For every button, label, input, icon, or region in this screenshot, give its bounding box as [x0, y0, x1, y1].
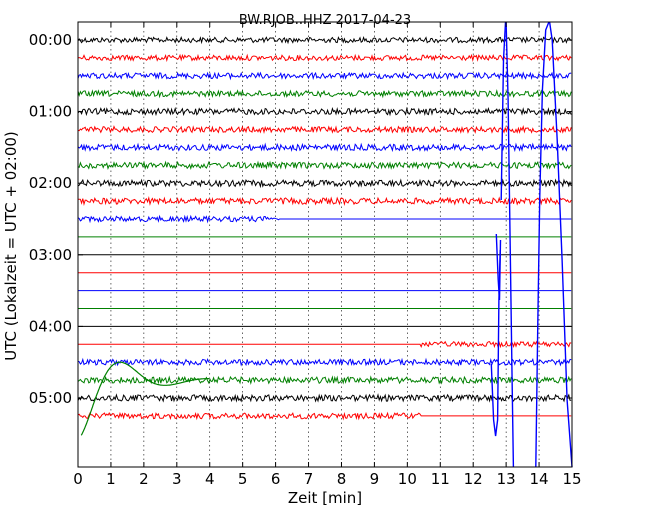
event-trace-blue	[535, 21, 550, 468]
plot-frame	[77, 21, 573, 468]
trace-line	[77, 124, 572, 135]
y-tick-label: 03:00	[29, 246, 72, 264]
trace-line	[77, 214, 572, 224]
y-tick-label: 04:00	[29, 317, 72, 335]
trace-line	[77, 106, 572, 117]
x-axis: 0 1 2 3 4 5 6 7 8 9 10 11 12 13 14 15	[73, 22, 582, 488]
x-tick-label: 1	[106, 470, 116, 488]
x-tick-label: 10	[398, 470, 417, 488]
y-axis-title: UTC (Lokalzeit = UTC + 02:00)	[2, 131, 20, 361]
trace-line	[77, 196, 572, 206]
event-layer	[80, 21, 573, 468]
trace-line	[77, 35, 572, 45]
y-tick-label: 02:00	[29, 174, 72, 192]
x-tick-label: 3	[172, 470, 182, 488]
x-tick-label: 8	[337, 470, 347, 488]
y-tick-label: 05:00	[29, 389, 72, 407]
x-tick-label: 5	[238, 470, 248, 488]
x-axis-title: Zeit [min]	[288, 489, 362, 507]
trace-line	[77, 142, 572, 153]
event-trace-blue	[548, 21, 573, 468]
event-trace-blue	[500, 21, 507, 201]
x-tick-label: 6	[271, 470, 281, 488]
trace-line	[78, 340, 572, 349]
event-trace-blue	[495, 233, 502, 301]
x-tick-label: 11	[431, 470, 450, 488]
trace-line	[77, 411, 572, 421]
x-tick-label: 14	[530, 470, 549, 488]
trace-line	[77, 393, 572, 403]
trace-line	[77, 160, 572, 171]
trace-line	[77, 178, 572, 189]
event-trace-green	[80, 361, 210, 436]
x-tick-label: 4	[205, 470, 215, 488]
trace-line	[77, 88, 572, 99]
trace-line	[77, 53, 572, 63]
x-tick-label: 0	[73, 470, 83, 488]
trace-layer	[77, 35, 572, 421]
x-tick-label: 9	[370, 470, 380, 488]
x-tick-label: 13	[497, 470, 516, 488]
x-tick-label: 7	[304, 470, 314, 488]
trace-line	[77, 375, 572, 385]
event-trace-blue	[505, 21, 515, 468]
trace-line	[77, 357, 572, 367]
y-axis: 00:00 01:00 02:00 03:00 04:00 05:00	[29, 31, 572, 407]
y-tick-label: 00:00	[29, 31, 72, 49]
trace-line	[77, 71, 572, 81]
y-tick-label: 01:00	[29, 103, 72, 121]
x-tick-label: 12	[464, 470, 483, 488]
x-tick-label: 15	[562, 470, 581, 488]
x-tick-label: 2	[139, 470, 149, 488]
chart-title: BW.RJOB..HHZ 2017-04-23	[239, 13, 411, 28]
